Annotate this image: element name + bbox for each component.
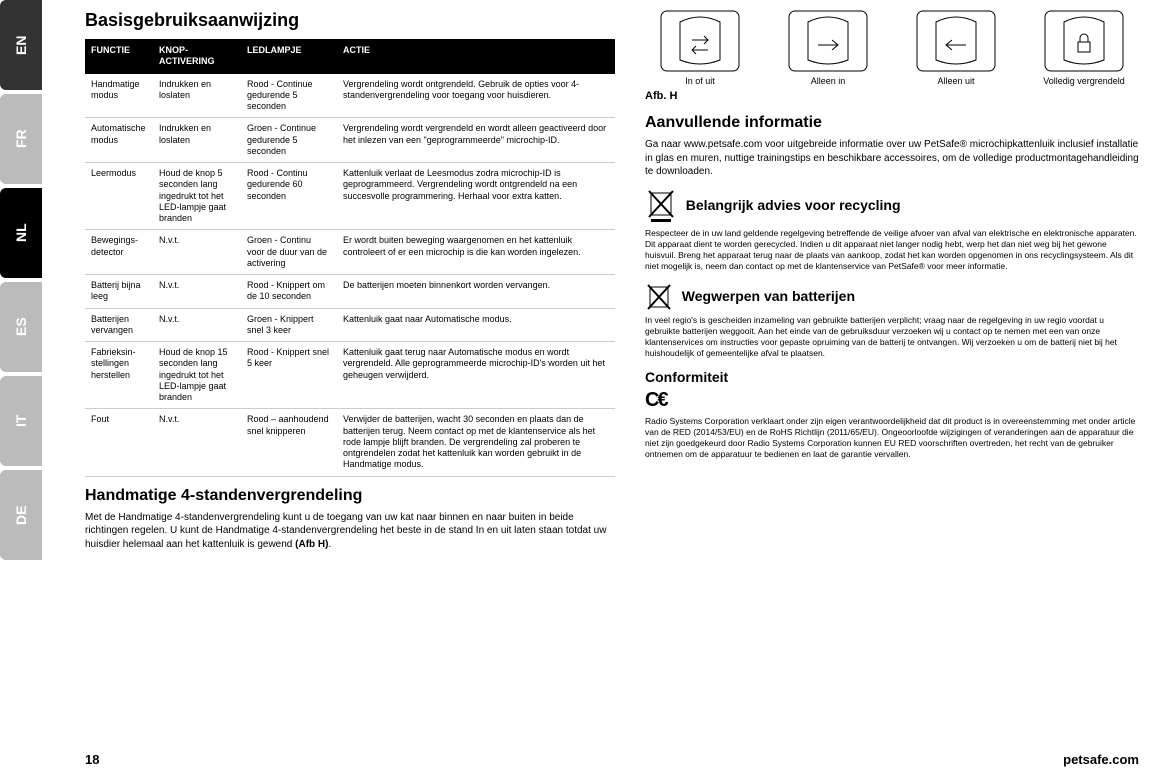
battery-disposal-icon [645, 282, 673, 315]
conformity-body: Radio Systems Corporation verklaart onde… [645, 416, 1139, 460]
table-cell: Rood - Knippert om de 10 seconden [241, 275, 337, 309]
lang-tab-it[interactable]: IT [0, 376, 42, 466]
functions-table: FUNCTIE KNOP-ACTIVERING LEDLAMPJE ACTIE … [85, 39, 615, 477]
fig-locked: Volledig vergrendeld [1029, 10, 1139, 86]
battery-title: Wegwerpen van batterijen [682, 288, 855, 304]
conformity-section: Conformiteit C€ Radio Systems Corporatio… [645, 369, 1139, 460]
table-row: Handmatige modusIndrukken en loslatenRoo… [85, 74, 615, 118]
table-row: FoutN.v.t.Rood – aanhoudend snel knipper… [85, 409, 615, 476]
page-number: 18 [85, 752, 99, 767]
th-led: LEDLAMPJE [241, 39, 337, 74]
table-cell: Handmatige modus [85, 74, 153, 118]
recycle-body: Respecteer de in uw land geldende regelg… [645, 228, 1139, 272]
table-cell: Groen - Continu voor de duur van de acti… [241, 230, 337, 275]
fig-in-out: In of uit [645, 10, 755, 86]
lang-tab-nl[interactable]: NL [0, 188, 42, 278]
th-functie: FUNCTIE [85, 39, 153, 74]
fig-caption: Alleen uit [937, 76, 974, 86]
figure-row: In of uit Alleen in Alleen uit Volledig … [645, 10, 1139, 86]
table-cell: Houd de knop 5 seconden lang ingedrukt t… [153, 163, 241, 230]
table-cell: Rood - Continue gedurende 5 seconden [241, 74, 337, 118]
table-cell: Rood – aanhoudend snel knipperen [241, 409, 337, 476]
recycle-section: Belangrijk advies voor recycling Respect… [645, 187, 1139, 272]
lang-tab-es[interactable]: ES [0, 282, 42, 372]
table-cell: Batterijen vervangen [85, 308, 153, 342]
table-cell: Leermodus [85, 163, 153, 230]
fig-out-only: Alleen uit [901, 10, 1011, 86]
additional-intro: Ga naar www.petsafe.com voor uitgebreide… [645, 138, 1139, 179]
footer-site: petsafe.com [1063, 752, 1139, 767]
table-cell: Verwijder de batterijen, wacht 30 second… [337, 409, 615, 476]
table-row: LeermodusHoud de knop 5 seconden lang in… [85, 163, 615, 230]
table-cell: Bewegings-detector [85, 230, 153, 275]
lock-state-icon [788, 10, 868, 72]
table-cell: Kattenluik gaat terug naar Automatische … [337, 342, 615, 409]
th-actie: ACTIE [337, 39, 615, 74]
table-cell: Er wordt buiten beweging waargenomen en … [337, 230, 615, 275]
lang-tab-en[interactable]: EN [0, 0, 42, 90]
table-cell: Vergrendeling wordt vergrendeld en wordt… [337, 118, 615, 163]
table-cell: Automatische modus [85, 118, 153, 163]
section-title-additional: Aanvullende informatie [645, 114, 1139, 132]
battery-section: Wegwerpen van batterijen In veel regio's… [645, 282, 1139, 359]
language-tabs: EN FR NL ES IT DE [0, 0, 42, 779]
table-cell: Indrukken en loslaten [153, 74, 241, 118]
ce-mark-icon: C€ [645, 389, 1139, 412]
lang-tab-de[interactable]: DE [0, 470, 42, 560]
table-row: Fabrieksin-stellingen herstellenHoud de … [85, 342, 615, 409]
right-column: In of uit Alleen in Alleen uit Volledig … [645, 10, 1139, 769]
table-row: Batterij bijna leegN.v.t.Rood - Knippert… [85, 275, 615, 309]
table-cell: Houd de knop 15 seconden lang ingedrukt … [153, 342, 241, 409]
table-cell: Kattenluik gaat naar Automatische modus. [337, 308, 615, 342]
table-cell: N.v.t. [153, 409, 241, 476]
table-cell: Indrukken en loslaten [153, 118, 241, 163]
lang-tab-fr[interactable]: FR [0, 94, 42, 184]
table-cell: Rood - Continu gedurende 60 seconden [241, 163, 337, 230]
section-title-basic: Basisgebruiksaanwijzing [85, 10, 615, 31]
figure-label: Afb. H [645, 90, 1139, 102]
table-row: Batterijen vervangenN.v.t.Groen - Knippe… [85, 308, 615, 342]
table-cell: Kattenluik verlaat de Leesmodus zodra mi… [337, 163, 615, 230]
battery-body: In veel regio's is gescheiden inzameling… [645, 315, 1139, 359]
table-row: Bewegings-detectorN.v.t.Groen - Continu … [85, 230, 615, 275]
lock-state-icon [660, 10, 740, 72]
table-cell: Groen - Knippert snel 3 keer [241, 308, 337, 342]
manual-lock-text: Met de Handmatige 4-standenvergrendeling… [85, 512, 606, 550]
table-row: Automatische modusIndrukken en loslatenG… [85, 118, 615, 163]
th-knop: KNOP-ACTIVERING [153, 39, 241, 74]
lock-state-icon [1044, 10, 1124, 72]
table-cell: Batterij bijna leeg [85, 275, 153, 309]
table-cell: Fout [85, 409, 153, 476]
table-cell: De batterijen moeten binnenkort worden v… [337, 275, 615, 309]
weee-icon [645, 187, 677, 228]
manual-lock-body: Met de Handmatige 4-standenvergrendeling… [85, 511, 615, 552]
fig-caption: Alleen in [811, 76, 846, 86]
section-title-manual-lock: Handmatige 4-standenvergrendeling [85, 487, 615, 505]
manual-lock-ref: (Afb H) [295, 539, 328, 550]
left-column: Basisgebruiksaanwijzing FUNCTIE KNOP-ACT… [85, 10, 615, 769]
page-footer: 18 petsafe.com [85, 752, 1139, 767]
conformity-title: Conformiteit [645, 369, 1139, 385]
table-cell: Groen - Continue gedurende 5 seconden [241, 118, 337, 163]
fig-caption: Volledig vergrendeld [1043, 76, 1125, 86]
table-cell: N.v.t. [153, 230, 241, 275]
page-content: Basisgebruiksaanwijzing FUNCTIE KNOP-ACT… [85, 10, 1139, 769]
table-cell: Vergrendeling wordt ontgrendeld. Gebruik… [337, 74, 615, 118]
table-cell: N.v.t. [153, 308, 241, 342]
recycle-title: Belangrijk advies voor recycling [686, 197, 901, 213]
table-cell: Fabrieksin-stellingen herstellen [85, 342, 153, 409]
fig-in-only: Alleen in [773, 10, 883, 86]
table-cell: N.v.t. [153, 275, 241, 309]
lock-state-icon [916, 10, 996, 72]
table-cell: Rood - Knippert snel 5 keer [241, 342, 337, 409]
fig-caption: In of uit [685, 76, 715, 86]
